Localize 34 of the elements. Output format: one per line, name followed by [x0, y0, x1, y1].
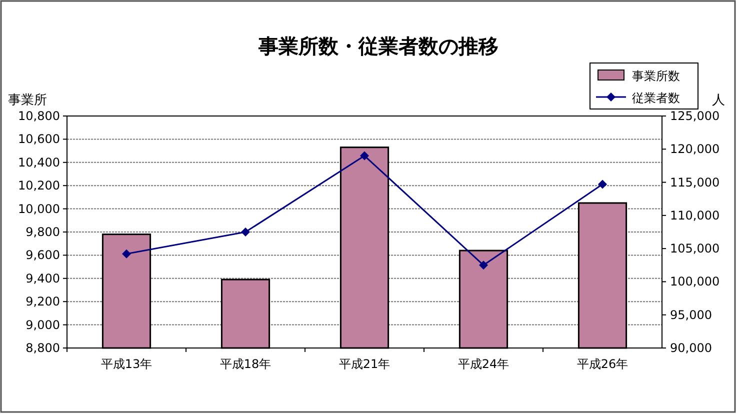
y-tick-label: 10,800 [18, 109, 60, 123]
y-tick-label: 10,600 [18, 132, 60, 146]
y2-tick-label: 105,000 [670, 242, 720, 256]
y2-axis-title: 人 [712, 93, 725, 108]
y2-tick-label: 125,000 [670, 109, 720, 123]
legend-label: 事業所数 [632, 69, 680, 83]
x-tick-label: 平成21年 [338, 357, 390, 371]
x-tick-label: 平成26年 [576, 357, 628, 371]
legend-label: 従業者数 [632, 91, 680, 105]
point [241, 228, 250, 236]
y-tick-label: 10,400 [18, 155, 60, 170]
x-tick-label: 平成18年 [220, 357, 272, 371]
y2-tick-label: 100,000 [670, 274, 720, 289]
y-tick-label: 10,000 [18, 202, 60, 216]
point [479, 260, 488, 270]
y2-tick-label: 115,000 [670, 175, 720, 190]
y2-tick-label: 120,000 [670, 142, 720, 156]
y-tick-label: 9,600 [26, 248, 60, 262]
y-tick-label: 10,200 [18, 178, 60, 193]
point [598, 180, 607, 189]
y-tick-label: 9,000 [26, 318, 60, 332]
y2-tick-label: 95,000 [670, 308, 712, 322]
x-tick-label: 平成13年 [100, 357, 152, 371]
y2-tick-label: 110,000 [670, 208, 720, 222]
point [122, 249, 131, 258]
y-tick-label: 9,400 [26, 271, 60, 286]
x-tick-label: 平成24年 [458, 357, 510, 371]
y-tick-label: 9,200 [26, 294, 60, 309]
point [360, 151, 369, 160]
y2-tick-label: 90,000 [670, 341, 712, 355]
y-tick-label: 9,800 [26, 225, 60, 239]
y-tick-label: 8,800 [26, 341, 60, 355]
y-axis-title: 事業所 [8, 93, 47, 108]
chart-title: 事業所数・従業者数の推移 [258, 34, 498, 58]
